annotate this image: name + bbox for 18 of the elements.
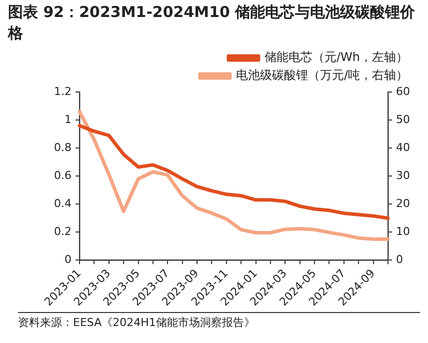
y-tick-label: 0.2 bbox=[54, 225, 72, 238]
y-tick-label: 1 bbox=[64, 112, 72, 126]
y2-tick-label: 0 bbox=[396, 253, 404, 266]
y2-tick-label: 60 bbox=[396, 84, 410, 98]
y-tick-label: 0.6 bbox=[54, 168, 72, 182]
y-tick-label: 1.2 bbox=[54, 84, 72, 98]
y2-tick-label: 40 bbox=[396, 140, 410, 154]
y2-tick-label: 20 bbox=[396, 196, 410, 210]
y-tick-label: 0.4 bbox=[54, 196, 72, 210]
legend-label: 电池级碳酸锂（万元/吨，右轴） bbox=[236, 68, 408, 82]
legend-label: 储能电芯（元/Wh，左轴） bbox=[264, 50, 408, 64]
y2-tick-label: 10 bbox=[396, 225, 410, 238]
y2-tick-label: 50 bbox=[396, 112, 410, 126]
text: 资料来源：EESA《2024H1储能市场洞察报告》 bbox=[18, 312, 420, 330]
y2-tick-label: 30 bbox=[396, 168, 410, 182]
chart-title: 图表 92：2023M1-2024M10 储能电芯与电池级碳酸锂价格 bbox=[6, 2, 416, 44]
y-tick-label: 0 bbox=[64, 253, 72, 266]
y-tick-label: 0.8 bbox=[54, 140, 72, 154]
